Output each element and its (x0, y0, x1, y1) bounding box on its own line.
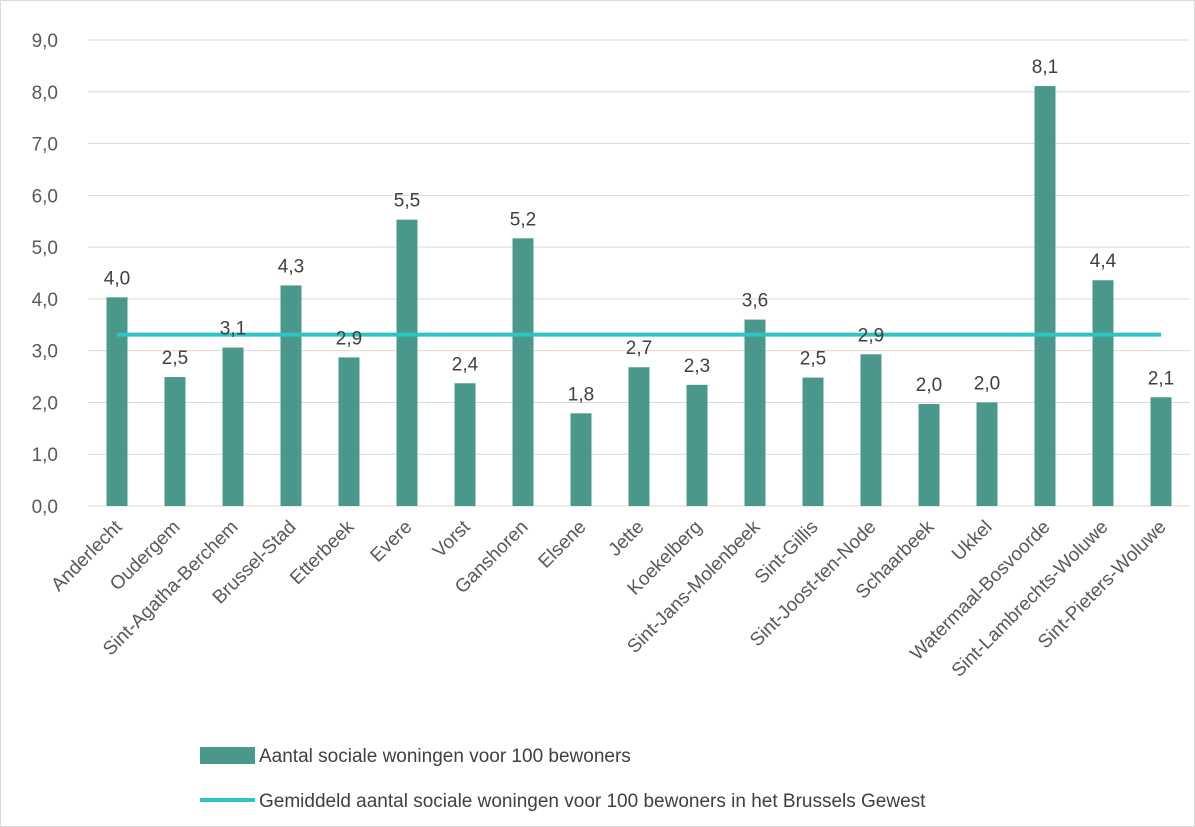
y-tick-label: 2,0 (32, 393, 58, 414)
legend-label-bar: Aantal sociale woningen voor 100 bewoner… (259, 746, 631, 767)
data-label: 2,5 (800, 349, 826, 370)
data-label: 4,4 (1090, 251, 1117, 272)
data-label: 2,5 (162, 348, 188, 369)
y-tick-label: 6,0 (32, 186, 58, 207)
y-tick-label: 0,0 (32, 497, 58, 518)
bar (686, 384, 708, 506)
x-tick-label: Vorst (429, 516, 475, 562)
bars (106, 86, 1172, 507)
y-tick-label: 1,0 (32, 445, 58, 466)
data-labels: 4,0 2,5 3,1 4,3 2,9 5,5 2,4 5,2 1,8 2,7 2,3 3,6 2,5 2… (104, 57, 1174, 405)
data-label: 2,4 (452, 354, 479, 375)
bar (1150, 397, 1172, 506)
legend-swatch-bar (200, 747, 255, 764)
bar (396, 219, 418, 506)
x-tick-label: Elsene (535, 517, 591, 573)
y-tick-label: 8,0 (32, 83, 58, 104)
bar (222, 347, 244, 506)
bar (976, 402, 998, 506)
legend-label-line: Gemiddeld aantal sociale woningen voor 1… (259, 791, 926, 812)
bar (338, 357, 360, 506)
legend: Aantal sociale woningen voor 100 bewoner… (200, 746, 926, 812)
bar (1034, 86, 1056, 507)
data-label: 2,1 (1148, 368, 1174, 389)
bar (106, 297, 128, 506)
bar (512, 238, 534, 506)
data-label: 8,1 (1032, 57, 1058, 78)
x-tick-label: Etterbeek (286, 516, 359, 589)
x-tick-label: Evere (367, 517, 417, 567)
data-label: 3,1 (220, 319, 246, 340)
bar (1092, 280, 1114, 506)
bar (454, 383, 476, 506)
data-label: 4,3 (278, 256, 304, 277)
data-label: 5,5 (394, 191, 420, 212)
data-label: 4,0 (104, 268, 130, 289)
y-tick-label: 5,0 (32, 238, 58, 259)
data-label: 2,0 (916, 375, 942, 396)
data-label: 2,9 (858, 325, 884, 346)
data-label: 5,2 (510, 209, 536, 230)
bar (918, 403, 940, 506)
x-tick-label: Jette (605, 517, 649, 561)
y-tick-label: 9,0 (32, 31, 58, 52)
y-tick-label: 7,0 (32, 135, 58, 156)
data-label: 3,6 (742, 291, 768, 312)
bar (744, 319, 766, 506)
x-tick-label: Ukkel (948, 517, 996, 565)
bar (570, 413, 592, 506)
data-label: 1,8 (568, 384, 594, 405)
y-tick-label: 3,0 (32, 342, 58, 363)
bar (280, 285, 302, 506)
bar (802, 377, 824, 506)
x-axis-ticks: AnderlechtOudergemSint-Agatha-BerchemBru… (47, 516, 1170, 681)
gridlines (88, 39, 1190, 507)
bar (164, 377, 186, 506)
y-axis-ticks: 0,0 1,0 2,0 3,0 4,0 5,0 6,0 7,0 8,0 9,0 (32, 31, 58, 518)
y-tick-label: 4,0 (32, 290, 58, 311)
data-label: 2,0 (974, 373, 1000, 394)
data-label: 2,3 (684, 356, 710, 377)
data-label: 2,9 (336, 328, 362, 349)
data-label: 2,7 (626, 338, 652, 359)
bar (628, 367, 650, 506)
bar (860, 354, 882, 506)
